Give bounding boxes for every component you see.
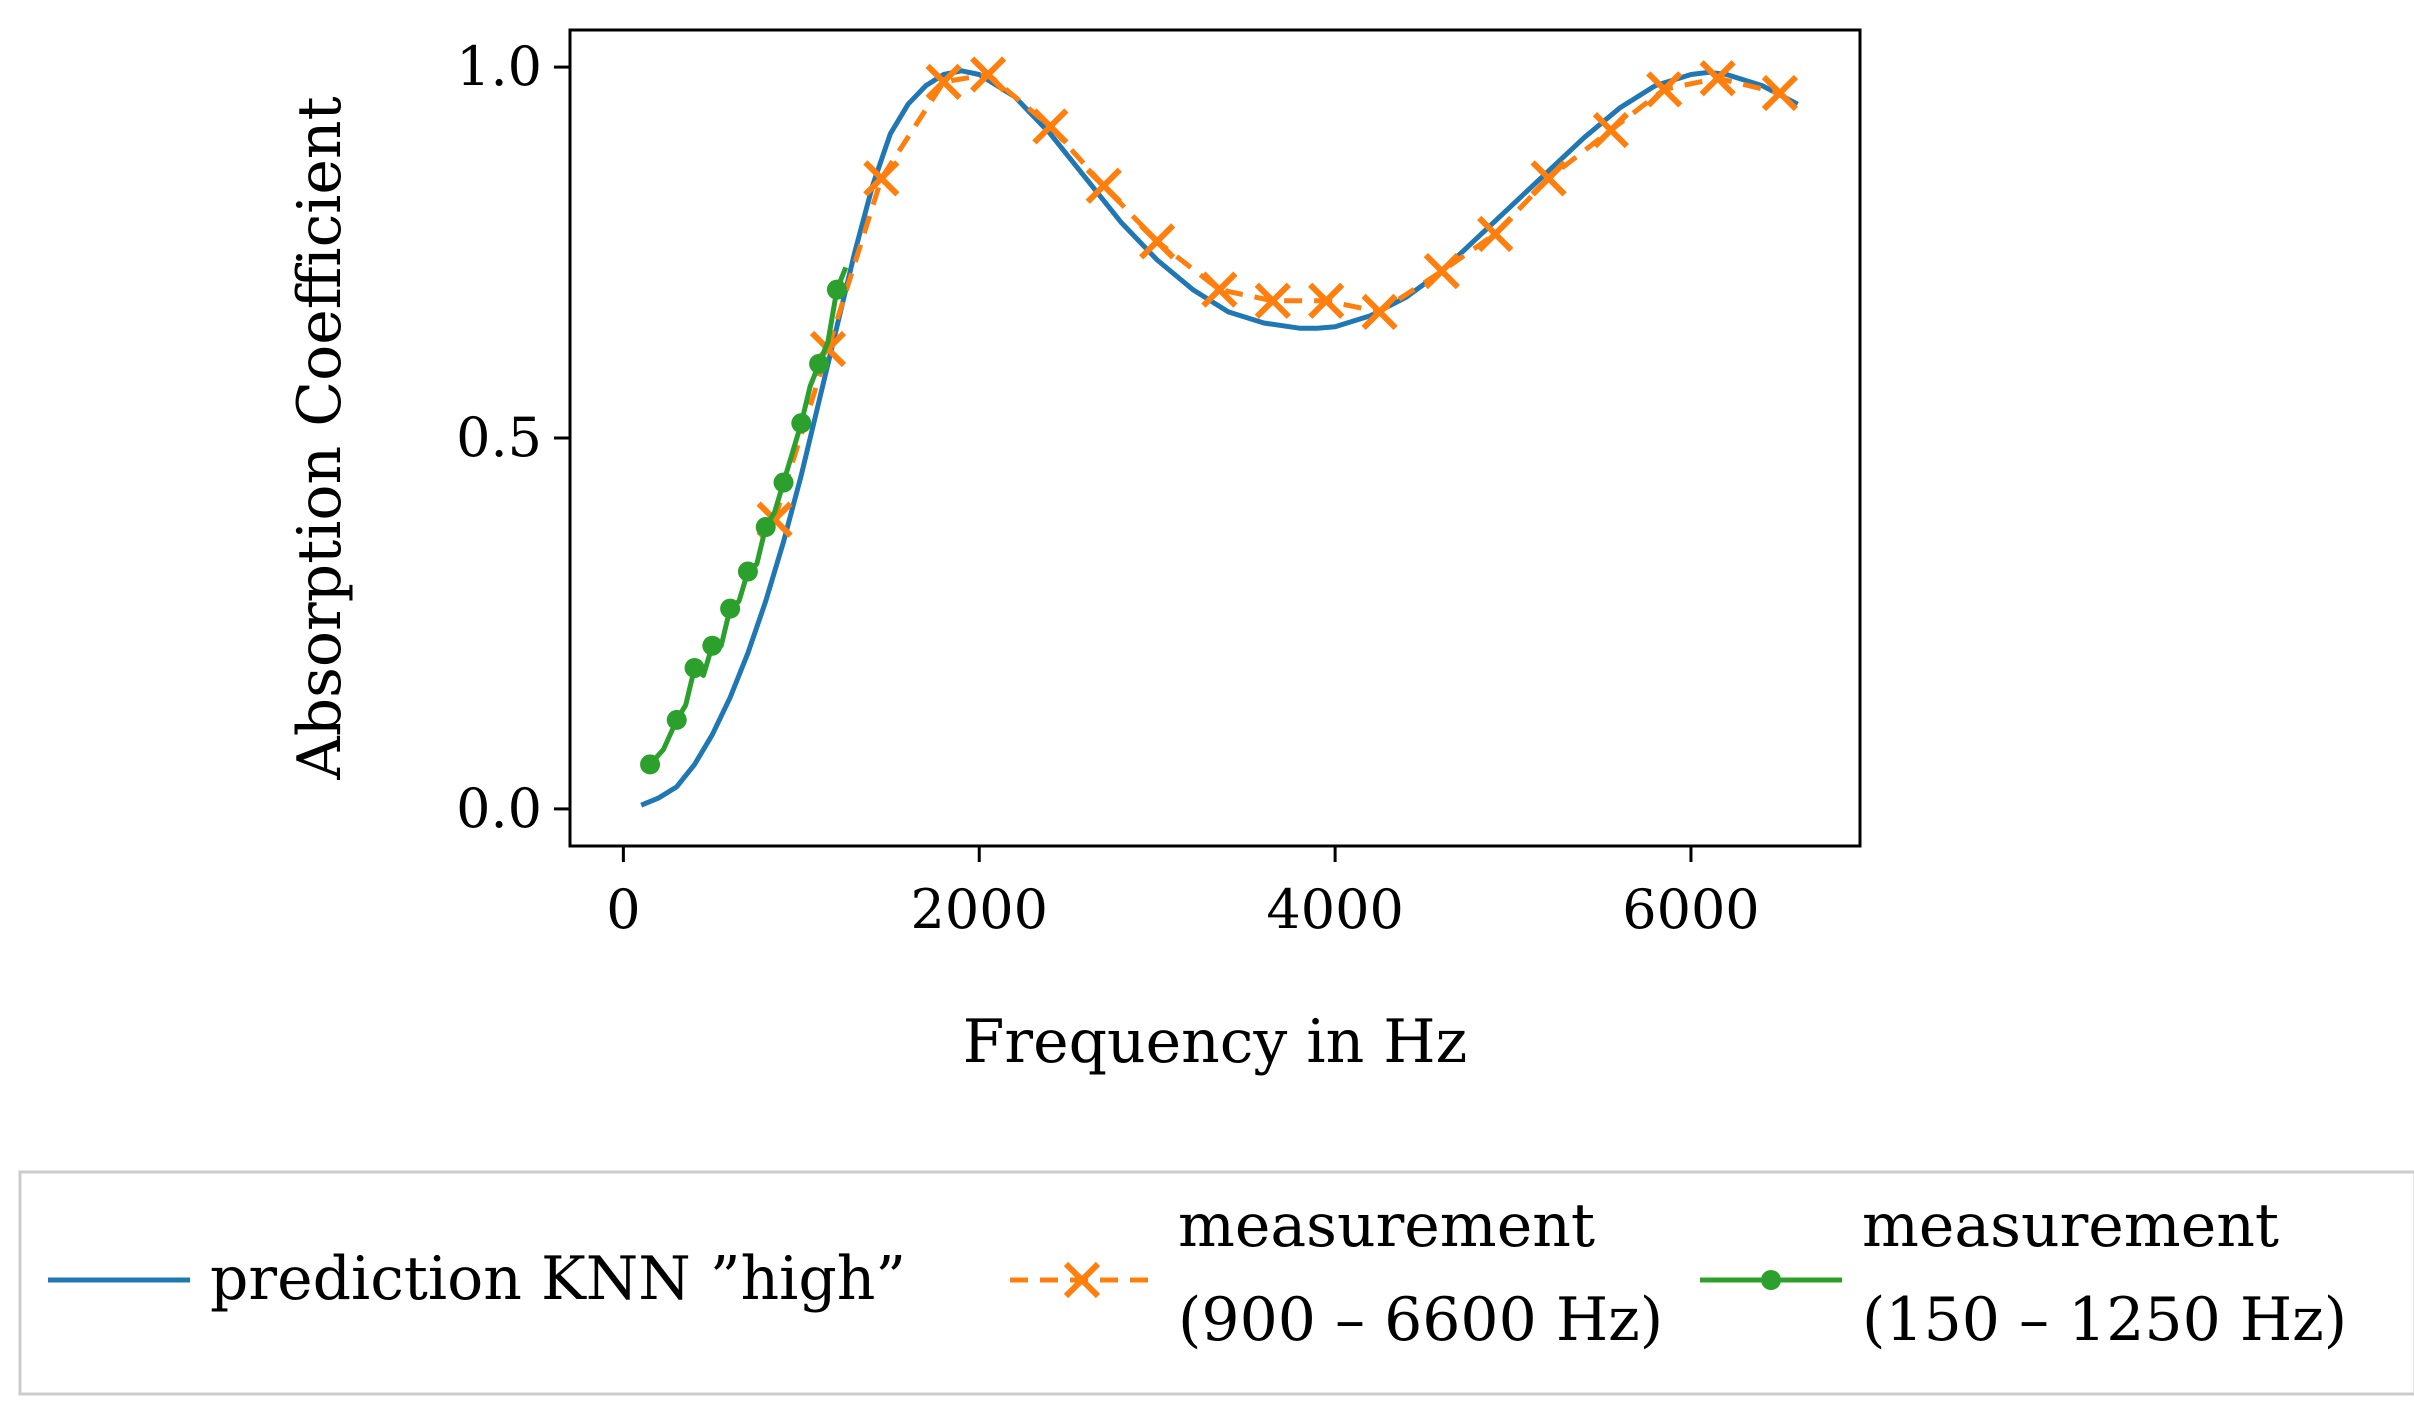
x-axis: 0 2000 4000 6000	[606, 846, 1760, 941]
point-dot-marker	[640, 754, 661, 775]
point-x-marker	[1423, 252, 1460, 290]
legend-marker-measurement-low	[1761, 1270, 1781, 1290]
point-dot-marker	[826, 279, 847, 300]
legend-label-measurement-low-line2: (150 – 1250 Hz)	[1862, 1285, 2347, 1355]
legend-label-measurement-high-line2: (900 – 6600 Hz)	[1178, 1285, 1663, 1355]
y-tick-label-0-5: 0.5	[456, 406, 542, 469]
point-dot-marker	[720, 598, 741, 619]
point-x-marker	[970, 56, 1007, 93]
point-x-marker	[1361, 293, 1398, 331]
point-x-marker	[1530, 160, 1567, 197]
point-x-marker	[1139, 223, 1176, 260]
point-x-marker	[1308, 282, 1345, 319]
legend: prediction KNN ”high” measurement (900 –…	[18, 1170, 2414, 1396]
point-x-marker	[1085, 167, 1122, 204]
point-dot-marker	[773, 472, 794, 493]
point-x-marker	[1646, 71, 1683, 108]
point-dot-marker	[791, 413, 812, 434]
point-x-marker	[1254, 282, 1291, 319]
legend-label-measurement-high-line1: measurement	[1178, 1191, 1595, 1261]
point-x-marker	[1699, 60, 1736, 97]
series-layer	[640, 56, 1799, 808]
point-x-marker	[1201, 271, 1238, 308]
x-tick-label-0: 0	[606, 878, 640, 941]
point-dot-marker	[755, 517, 776, 538]
point-x-marker	[1761, 74, 1799, 112]
y-tick-label-1: 1.0	[456, 35, 542, 98]
x-tick-label-4000: 4000	[1266, 878, 1403, 941]
point-x-marker	[1592, 112, 1630, 149]
point-dot-marker	[737, 561, 758, 582]
legend-frame	[18, 1170, 2414, 1396]
y-tick-label-0: 0.0	[456, 777, 542, 840]
point-dot-marker	[702, 635, 723, 656]
legend-label-measurement-low-line1: measurement	[1862, 1191, 2279, 1261]
plot-area	[568, 28, 1862, 848]
point-dot-marker	[666, 709, 687, 730]
point-dot-marker	[809, 353, 830, 374]
point-x-marker	[863, 160, 900, 197]
point-x-marker	[1032, 108, 1069, 145]
series-line-measurement-150-1250-hz	[648, 266, 849, 767]
point-dot-marker	[684, 657, 705, 678]
x-axis-label: Frequency in Hz	[963, 1007, 1467, 1077]
x-tick-label-2000: 2000	[911, 878, 1048, 941]
legend-label-prediction: prediction KNN ”high”	[210, 1244, 906, 1314]
x-tick-label-6000: 6000	[1622, 878, 1759, 941]
point-x-marker	[925, 63, 962, 101]
point-x-marker	[1477, 215, 1514, 253]
series-measurement-900-6600-hz	[756, 56, 1799, 538]
series-line-prediction-knn-high	[640, 68, 1799, 808]
plot-frame	[568, 28, 1862, 848]
series-measurement-150-1250-hz	[640, 266, 849, 775]
series-prediction-knn-high	[640, 68, 1799, 808]
legend-marker-measurement-high	[1063, 1261, 1101, 1299]
y-axis-label: Absorption Coefficient	[285, 96, 355, 780]
y-axis: 0.0 0.5 1.0	[456, 35, 570, 840]
